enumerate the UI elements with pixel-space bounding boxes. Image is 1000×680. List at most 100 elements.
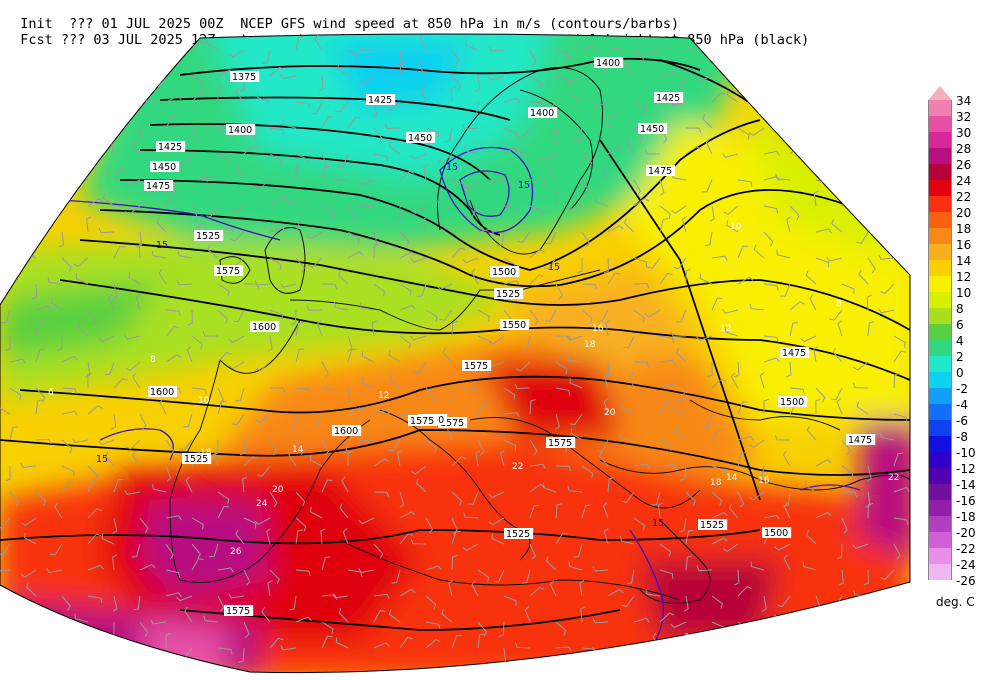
wind-barb (72, 438, 89, 444)
wind-barb (191, 91, 206, 103)
wind-barb (477, 439, 485, 456)
wind-barb (318, 75, 324, 92)
wind-barb (373, 642, 390, 649)
wind-barb (314, 34, 323, 51)
wind-barb (555, 532, 568, 545)
wind-barb (493, 569, 505, 583)
wind-barb (670, 205, 687, 214)
wind-barb (750, 40, 765, 51)
wind-barb (464, 179, 479, 191)
temperature-label: 14 (292, 445, 304, 455)
temperature-label: 14 (726, 473, 738, 483)
height-label-bg (182, 453, 212, 464)
wind-barb (87, 595, 103, 604)
wind-barb (774, 435, 791, 441)
height-contour-label: 1600 (252, 322, 276, 333)
height-contour-label: 1450 (152, 162, 176, 173)
wind-barb (61, 465, 75, 477)
height-label-bg (194, 230, 224, 241)
wind-barb (659, 272, 673, 285)
wind-barb (451, 456, 466, 467)
wind-barb (555, 646, 572, 652)
temperature-label: 8 (836, 299, 842, 309)
wind-barb (867, 127, 883, 134)
colorbar-swatch (928, 324, 952, 340)
wind-speed-label: 15 (446, 162, 458, 173)
colorbar-swatch (928, 468, 952, 484)
wind-barb (191, 205, 199, 222)
wind-barb (633, 463, 650, 469)
wind-barb (529, 248, 545, 259)
wind-barb (217, 505, 229, 519)
wind-barb (890, 75, 896, 92)
wind-barb (607, 47, 624, 53)
wind-barb (373, 593, 390, 599)
wind-barb (283, 195, 297, 207)
wind-barb (659, 569, 674, 579)
wind-barb (73, 257, 89, 267)
wind-barb (191, 335, 203, 350)
wind-barb (50, 153, 63, 166)
wind-barb (290, 309, 297, 326)
wind-barb (267, 335, 273, 352)
wind-barb (556, 335, 572, 341)
colorbar-label: -2 (956, 382, 968, 396)
wind-barb (647, 257, 661, 269)
wind-barb (682, 216, 687, 233)
colorbar-label: -4 (956, 398, 968, 412)
wind-barb (347, 49, 361, 62)
wind-barb (410, 153, 427, 160)
wind-barb (373, 153, 389, 162)
wind-barb (4, 595, 11, 612)
wind-barb (217, 153, 231, 166)
wind-barb (361, 377, 375, 389)
height-label-bg (150, 161, 180, 172)
wind-barb (358, 517, 375, 525)
wind-barb (867, 502, 874, 519)
wind-barb (596, 309, 609, 323)
wind-barb (288, 450, 297, 467)
wind-barb (780, 633, 791, 649)
wind-barb (841, 439, 851, 455)
colorbar-label: 14 (956, 254, 972, 268)
wind-barb (165, 569, 180, 578)
wind-barb (711, 297, 723, 311)
wind-barb (61, 595, 71, 611)
wind-barb (178, 153, 193, 165)
wind-barb (337, 63, 349, 77)
wind-barb (347, 407, 364, 415)
wind-barb (831, 218, 843, 233)
wind-barb (462, 257, 479, 264)
wind-barb (255, 413, 271, 424)
wind-barb (580, 606, 586, 623)
wind-barb (2, 231, 11, 247)
wind-barb (269, 66, 285, 77)
wind-barb (372, 101, 378, 118)
wind-barb (87, 479, 98, 493)
wind-barb (282, 119, 297, 129)
wind-barb (451, 554, 458, 571)
wind-barb (87, 75, 97, 92)
wind-barb (711, 647, 728, 654)
wind-barb (55, 101, 63, 117)
wind-barb (373, 610, 386, 623)
wind-barb (702, 114, 713, 129)
wind-barb (191, 517, 204, 530)
wind-barb (0, 402, 11, 415)
wind-barb (867, 608, 876, 623)
wind-barb (893, 140, 903, 155)
wind-barb (602, 502, 609, 519)
wind-barb (74, 613, 89, 623)
wind-barb (623, 335, 635, 349)
wind-barb (737, 276, 754, 285)
wind-barb (34, 138, 40, 155)
wind-barb (47, 277, 63, 285)
wind-barb (347, 335, 353, 352)
height-contour-label: 1450 (408, 133, 432, 144)
height-label-bg (148, 386, 178, 397)
wind-barb (46, 621, 63, 630)
temperature-label: 24 (256, 499, 268, 509)
wind-barb (886, 164, 895, 181)
wind-barb (763, 231, 774, 247)
wind-barb (462, 543, 479, 552)
